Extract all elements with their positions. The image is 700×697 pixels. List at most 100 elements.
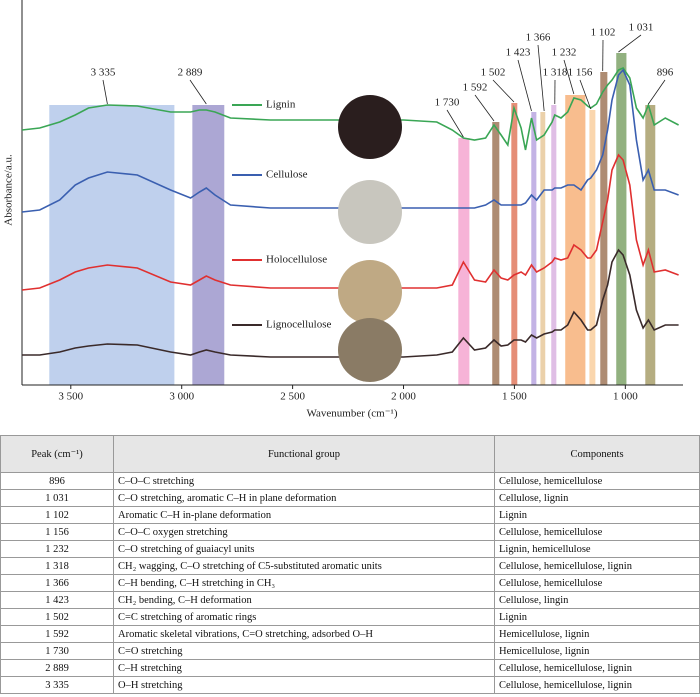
spectrum-line [22, 248, 679, 358]
legend-label: Lignocellulose [266, 319, 331, 331]
table-cell: Lignin [494, 506, 700, 524]
table-row: 3 335 O–H stretching Cellulose, hemicellul… [0, 676, 700, 694]
y-axis-title: Absorbance/a.u. [3, 154, 15, 226]
band [565, 95, 586, 385]
table-cell: 896 [0, 472, 114, 490]
x-tick-label: 1 000 [613, 391, 638, 403]
band-label: 3 335 [91, 67, 116, 79]
table-cell: CH₂ bending, C–H deformation [113, 591, 495, 609]
band-leader [102, 79, 108, 105]
x-tick-label: 3 000 [169, 391, 194, 403]
band-label: 1 366 [526, 32, 551, 44]
table-cell: C–O–C oxygen stretching [113, 523, 495, 541]
band-label: 1 031 [629, 22, 654, 34]
band-label: 896 [657, 67, 674, 79]
table-cell: Cellulose, lingin [494, 591, 700, 609]
band-leader [579, 79, 592, 110]
table-cell: CH₂ wagging, C–O stretching of C5-substi… [113, 557, 495, 575]
table-cell: Cellulose, hemicellulose [494, 472, 700, 490]
table-row: 1 730 C=O stretching Hemicellulose, lignin [0, 642, 700, 660]
table-cell: Hemicellulose, lignin [494, 642, 700, 660]
spectrum-line [21, 153, 679, 291]
band-leader [517, 59, 532, 112]
table-cell: C–O stretching, aromatic C–H in plane de… [113, 489, 495, 507]
x-tick-label: 2 000 [391, 391, 416, 403]
band-leader [474, 94, 495, 122]
table-cell: Cellulose, hemicellulose, lignin [494, 557, 700, 575]
band-leader [618, 34, 642, 53]
legend-label: Holocellulose [266, 254, 327, 266]
x-tick-label: 2 500 [280, 391, 305, 403]
x-tick-label: 3 500 [58, 391, 83, 403]
band-label: 1 592 [463, 82, 488, 94]
table-cell: Cellulose, hemicellulose [494, 523, 700, 541]
band-label: 1 232 [552, 47, 577, 59]
table: Peak (cm⁻¹) Functional group Components 89… [0, 435, 700, 694]
table-header: Peak (cm⁻¹) Functional group Components [0, 435, 700, 473]
header-cell: Components [494, 435, 700, 473]
band-label: 1 730 [435, 97, 460, 109]
band [511, 103, 518, 385]
table-cell: 1 730 [0, 642, 114, 660]
table-row: 1 592 Aromatic skeletal vibrations, C=O s… [0, 625, 700, 643]
legend-label: Lignin [266, 99, 296, 111]
table-cell: C–H bending, C–H stretching in CH₃ [113, 574, 495, 592]
table-cell: C=C stretching of aromatic rings [113, 608, 495, 626]
band [49, 105, 175, 385]
band [540, 112, 546, 385]
table-row: 1 318 CH₂ wagging, C–O stretching of C5-s… [0, 557, 700, 575]
table-cell: Hemicellulose, lignin [494, 625, 700, 643]
table-row: 2 889 C–H stretching Cellulose, hemicellul… [0, 659, 700, 677]
band-label: 1 423 [506, 47, 531, 59]
sample-photo [338, 95, 402, 159]
band-leader [446, 109, 464, 138]
band-label: 1 318 [543, 67, 568, 79]
band [616, 53, 627, 385]
band-leader [537, 44, 545, 112]
table-row: 1 502 C=C stretching of aromatic rings Lig… [0, 608, 700, 626]
legend-label: Cellulose [266, 169, 308, 181]
table-row: 1 423 CH₂ bending, C–H deformation Cellulo… [0, 591, 700, 609]
table-row: 1 031 C–O stretching, aromatic C–H in pla… [0, 489, 700, 507]
table-cell: Cellulose, hemicellulose, lignin [494, 676, 700, 694]
header-cell: Peak (cm⁻¹) [0, 435, 114, 473]
table-row: 1 232 C–O stretching of guaiacyl units Lig… [0, 540, 700, 558]
band-label: 1 102 [591, 27, 616, 39]
table-cell: 1 156 [0, 523, 114, 541]
table-cell: 2 889 [0, 659, 114, 677]
x-tick-label: 1 500 [502, 391, 527, 403]
table-cell: 1 318 [0, 557, 114, 575]
band [600, 72, 608, 385]
spectrum-line [21, 67, 679, 151]
spectrum-line [21, 68, 679, 213]
table-cell: Aromatic skeletal vibrations, C=O stretc… [113, 625, 495, 643]
table-cell: C–O–C stretching [113, 472, 495, 490]
band [589, 110, 596, 385]
band-leader [492, 79, 515, 103]
table-cell: C–H stretching [113, 659, 495, 677]
x-axis-title: Wavenumber (cm⁻¹) [307, 408, 398, 420]
sample-photo [338, 260, 402, 324]
band [645, 105, 656, 385]
table-cell: Cellulose, lignin [494, 489, 700, 507]
table-cell: C=O stretching [113, 642, 495, 660]
table-cell: 1 592 [0, 625, 114, 643]
table-cell: 1 366 [0, 574, 114, 592]
table-cell: O–H stretching [113, 676, 495, 694]
header-cell: Functional group [113, 435, 495, 473]
sample-photo [338, 180, 402, 244]
table-cell: Lignin [494, 608, 700, 626]
band-leader [648, 79, 666, 105]
table-cell: C–O stretching of guaiacyl units [113, 540, 495, 558]
table-cell: Lignin, hemicellulose [494, 540, 700, 558]
table-body: 896 C–O–C stretching Cellulose, hemicellul… [0, 472, 700, 694]
band-label: 1 502 [481, 67, 506, 79]
band [492, 122, 500, 385]
table-cell: 1 423 [0, 591, 114, 609]
table-cell: Cellulose, hemicellulose [494, 574, 700, 592]
chart: Wavenumber (cm⁻¹) Absorbance/a.u. 3 500 3… [3, 0, 683, 420]
table-cell: 1 031 [0, 489, 114, 507]
table-row: 896 C–O–C stretching Cellulose, hemicellul… [0, 472, 700, 490]
band [531, 112, 537, 385]
band [192, 105, 225, 385]
